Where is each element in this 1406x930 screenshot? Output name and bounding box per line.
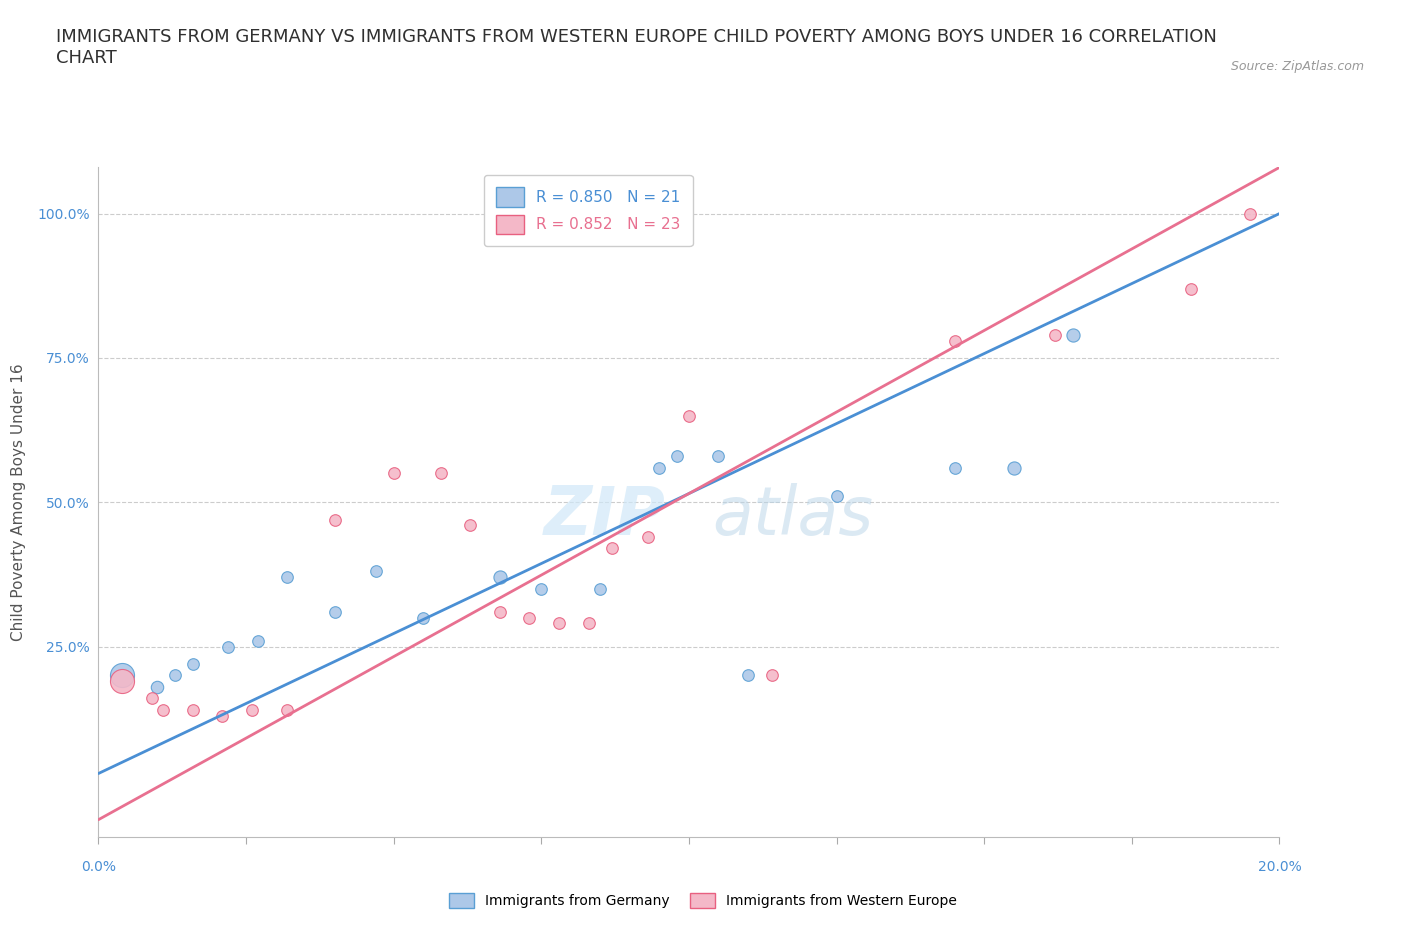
Point: [489, 570, 512, 585]
Text: Source: ZipAtlas.com: Source: ZipAtlas.com: [1230, 60, 1364, 73]
Point: [548, 616, 571, 631]
Point: [578, 616, 600, 631]
Text: 20.0%: 20.0%: [1257, 860, 1302, 874]
Point: [530, 581, 553, 596]
Point: [600, 541, 623, 556]
Point: [1239, 206, 1261, 221]
Point: [111, 668, 134, 683]
Point: [1043, 327, 1066, 342]
Point: [943, 460, 966, 475]
Point: [364, 564, 387, 578]
Point: [1062, 327, 1084, 342]
Point: [276, 702, 298, 717]
Point: [761, 668, 783, 683]
Point: [707, 448, 730, 463]
Text: atlas: atlas: [713, 483, 873, 549]
Point: [648, 460, 671, 475]
Point: [1180, 281, 1202, 296]
Point: [666, 448, 689, 463]
Point: [181, 702, 204, 717]
Point: [152, 702, 174, 717]
Legend: R = 0.850   N = 21, R = 0.852   N = 23: R = 0.850 N = 21, R = 0.852 N = 23: [484, 175, 693, 246]
Point: [211, 709, 233, 724]
Point: [519, 610, 541, 625]
Text: ZIP: ZIP: [544, 483, 665, 549]
Point: [246, 633, 269, 648]
Point: [141, 691, 163, 706]
Point: [323, 512, 346, 527]
Point: [146, 680, 169, 695]
Point: [489, 604, 512, 619]
Point: [1002, 460, 1025, 475]
Point: [111, 673, 134, 688]
Point: [637, 529, 659, 544]
Point: [382, 466, 405, 481]
Point: [181, 657, 204, 671]
Point: [276, 570, 298, 585]
Legend: Immigrants from Germany, Immigrants from Western Europe: Immigrants from Germany, Immigrants from…: [443, 888, 963, 914]
Point: [825, 489, 848, 504]
Point: [240, 702, 263, 717]
Y-axis label: Child Poverty Among Boys Under 16: Child Poverty Among Boys Under 16: [11, 364, 27, 641]
Text: 0.0%: 0.0%: [82, 860, 115, 874]
Point: [430, 466, 453, 481]
Point: [678, 408, 700, 423]
Point: [943, 333, 966, 348]
Point: [323, 604, 346, 619]
Point: [165, 668, 187, 683]
Point: [217, 639, 239, 654]
Point: [737, 668, 759, 683]
Point: [412, 610, 434, 625]
Point: [460, 518, 482, 533]
Point: [589, 581, 612, 596]
Text: IMMIGRANTS FROM GERMANY VS IMMIGRANTS FROM WESTERN EUROPE CHILD POVERTY AMONG BO: IMMIGRANTS FROM GERMANY VS IMMIGRANTS FR…: [56, 28, 1218, 67]
